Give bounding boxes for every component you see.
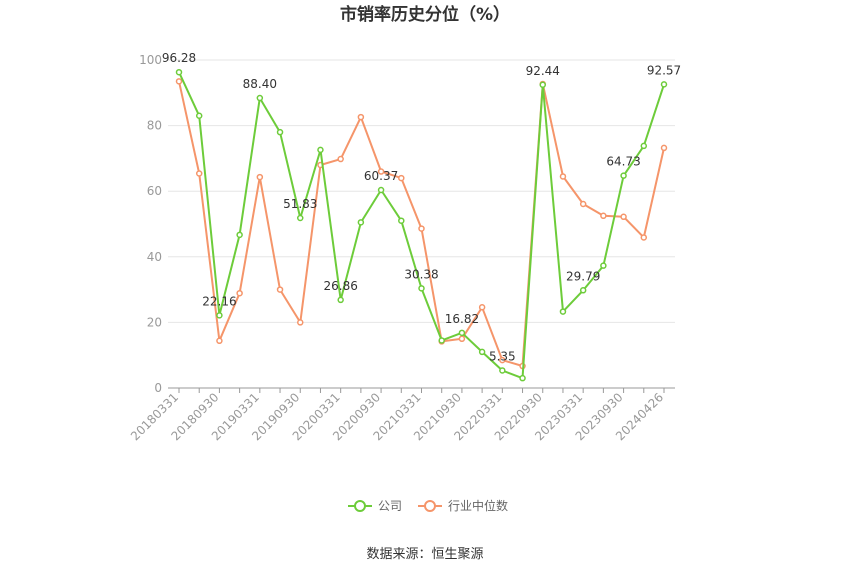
data-label: 30.38 xyxy=(404,267,438,281)
data-label: 22.16 xyxy=(202,294,236,308)
data-point-company xyxy=(398,217,405,224)
data-point-company xyxy=(559,308,567,315)
legend-item-company[interactable]: 公司 xyxy=(348,499,402,513)
legend-marker xyxy=(424,500,436,512)
data-label: 51.83 xyxy=(283,197,317,211)
data-point-industry xyxy=(175,78,183,85)
axis-layer: 0204060801002018033120180930201903312019… xyxy=(128,53,675,443)
legend-marker xyxy=(354,500,366,512)
data-label: 64.73 xyxy=(606,155,640,169)
data-label: 60.37 xyxy=(364,169,398,183)
data-point-company xyxy=(579,287,587,294)
data-label: 92.57 xyxy=(647,63,681,77)
data-point-industry xyxy=(660,144,668,152)
data-point-company xyxy=(317,146,324,154)
data-point-company xyxy=(276,128,284,136)
legend-label: 行业中位数 xyxy=(448,498,508,513)
y-tick-label-100: 100 xyxy=(139,53,162,67)
data-point-company xyxy=(418,285,425,292)
data-point-industry xyxy=(256,173,264,181)
data-point-industry xyxy=(559,173,567,180)
data-point-company xyxy=(499,367,506,374)
data-point-industry xyxy=(357,113,365,121)
data-label: 5.35 xyxy=(489,349,516,363)
data-point-industry xyxy=(620,213,627,221)
data-point-industry xyxy=(579,200,587,208)
data-point-industry xyxy=(236,289,243,297)
data-point-industry xyxy=(478,304,486,311)
data-point-company xyxy=(236,231,243,239)
data-label: 16.82 xyxy=(445,312,479,326)
data-point-company xyxy=(216,312,223,319)
data-point-industry xyxy=(276,286,284,293)
data-label: 29.79 xyxy=(566,269,600,283)
data-point-company xyxy=(357,219,365,226)
data-point-company xyxy=(539,81,546,89)
y-tick-label-60: 60 xyxy=(147,184,162,198)
data-point-industry xyxy=(398,174,405,182)
data-point-company xyxy=(256,94,264,102)
data-label: 26.86 xyxy=(323,279,357,293)
source-text: 数据来源：恒生聚源 xyxy=(366,547,483,562)
data-point-company xyxy=(478,348,486,356)
data-label: 92.44 xyxy=(526,64,560,78)
data-point-company xyxy=(600,262,607,269)
grid-layer xyxy=(168,59,675,323)
y-tick-label-0: 0 xyxy=(154,381,162,395)
data-label: 88.40 xyxy=(243,77,277,91)
data-point-company xyxy=(620,172,627,179)
data-point-industry xyxy=(499,356,506,364)
y-tick-label-80: 80 xyxy=(147,119,162,133)
data-point-company xyxy=(195,112,203,120)
data-point-company xyxy=(377,186,385,194)
data-point-company xyxy=(640,142,648,150)
legend[interactable]: 公司 行业中位数 xyxy=(348,498,508,513)
data-point-company xyxy=(458,329,466,337)
data-point-industry xyxy=(458,335,466,343)
data-point-industry xyxy=(600,212,607,220)
data-point-industry xyxy=(216,337,223,345)
data-point-industry xyxy=(377,168,385,175)
legend-item-industry[interactable]: 行业中位数 xyxy=(418,498,508,513)
data-point-industry xyxy=(640,234,648,241)
label-layer: 96.28 22.16 88.40 51.83 26.86 60.37 30.38 16.82… xyxy=(162,51,681,363)
data-label: 96.28 xyxy=(162,51,196,65)
chart-title: 市销率历史分位（%） xyxy=(340,4,510,25)
series-layer xyxy=(175,68,668,382)
data-point-company xyxy=(660,81,668,88)
data-point-industry xyxy=(297,319,304,326)
legend-label: 公司 xyxy=(378,499,402,513)
y-tick-label-20: 20 xyxy=(147,315,162,329)
data-point-company xyxy=(297,214,304,222)
y-tick-label-40: 40 xyxy=(147,250,162,264)
data-point-company xyxy=(519,374,526,382)
data-point-industry xyxy=(195,170,203,177)
data-point-company xyxy=(438,337,445,344)
data-point-industry xyxy=(418,225,425,232)
series-line-industry xyxy=(178,81,665,367)
data-point-industry xyxy=(337,155,344,163)
data-point-company xyxy=(175,68,183,76)
data-point-company xyxy=(337,296,344,304)
